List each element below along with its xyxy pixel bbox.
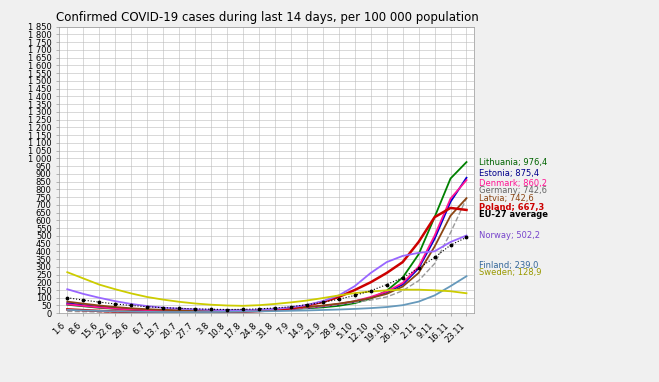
Text: Estonia; 875,4: Estonia; 875,4 xyxy=(478,169,539,178)
Text: Sweden; 128,9: Sweden; 128,9 xyxy=(478,269,541,277)
Title: Confirmed COVID-19 cases during last 14 days, per 100 000 population: Confirmed COVID-19 cases during last 14 … xyxy=(55,11,478,24)
Text: Denmark; 860,2: Denmark; 860,2 xyxy=(478,179,546,188)
Text: Finland; 239,0: Finland; 239,0 xyxy=(478,261,538,270)
Text: Germany; 742,6: Germany; 742,6 xyxy=(478,186,546,196)
Text: Lithuania; 976,4: Lithuania; 976,4 xyxy=(478,158,547,167)
Text: Poland; 667,3: Poland; 667,3 xyxy=(478,203,544,212)
Text: Norway; 502,2: Norway; 502,2 xyxy=(478,231,540,240)
Text: EU-27 average: EU-27 average xyxy=(478,210,548,219)
Text: Latvia; 742,6: Latvia; 742,6 xyxy=(478,194,533,203)
